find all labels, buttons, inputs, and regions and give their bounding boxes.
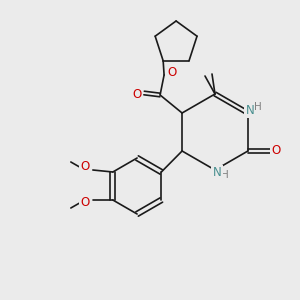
Text: O: O (80, 196, 89, 209)
Text: O: O (80, 160, 89, 173)
Text: H: H (221, 170, 229, 180)
Text: O: O (133, 88, 142, 101)
Text: O: O (271, 145, 280, 158)
Text: H: H (254, 102, 262, 112)
Text: O: O (167, 65, 177, 79)
Text: N: N (213, 167, 221, 179)
Text: N: N (245, 103, 254, 116)
